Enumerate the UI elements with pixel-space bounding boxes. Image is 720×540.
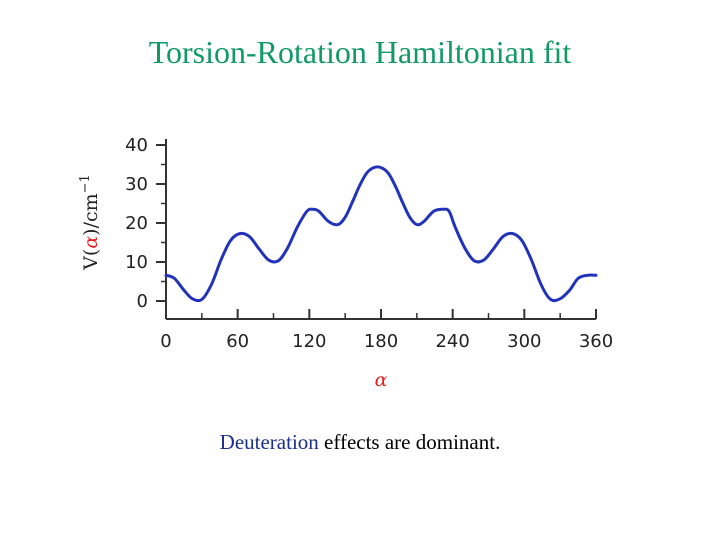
slide-title: Torsion-Rotation Hamiltonian fit <box>148 34 572 70</box>
x-tick-label: 0 <box>160 331 171 352</box>
axes <box>165 139 596 320</box>
y-tick-label: 30 <box>125 174 148 195</box>
y-axis-label-prefix: V( <box>80 249 102 271</box>
caption-text: effects are dominant. <box>318 430 501 454</box>
svg-text:V(α)/cm−1: V(α)/cm−1 <box>78 174 102 271</box>
x-axis-label: α <box>375 369 388 391</box>
y-axis-label: V(α)/cm−1 <box>78 174 102 271</box>
y-tick-label: 10 <box>125 252 148 273</box>
y-axis-label-variable: α <box>80 236 102 249</box>
caption-highlight: Deuteration <box>219 430 319 454</box>
x-tick-label: 180 <box>364 331 398 352</box>
x-tick-label: 300 <box>507 331 541 352</box>
x-tick-label: 120 <box>292 331 326 352</box>
y-tick-label: 0 <box>137 291 148 312</box>
y-tick-label: 20 <box>125 213 148 234</box>
x-tick-label: 360 <box>579 331 613 352</box>
y-ticks: 0 10 20 30 40 <box>125 135 166 312</box>
series-line <box>164 165 598 303</box>
x-tick-label: 60 <box>226 331 249 352</box>
x-ticks: 0 60 120 180 240 300 360 <box>160 309 613 352</box>
x-tick-label: 240 <box>435 331 469 352</box>
slide-caption: Deuteration effects are dominant. <box>0 430 720 455</box>
y-axis-label-exponent: −1 <box>78 174 93 193</box>
y-axis-label-suffix: )/cm <box>80 193 102 235</box>
y-tick-label: 40 <box>125 135 148 156</box>
